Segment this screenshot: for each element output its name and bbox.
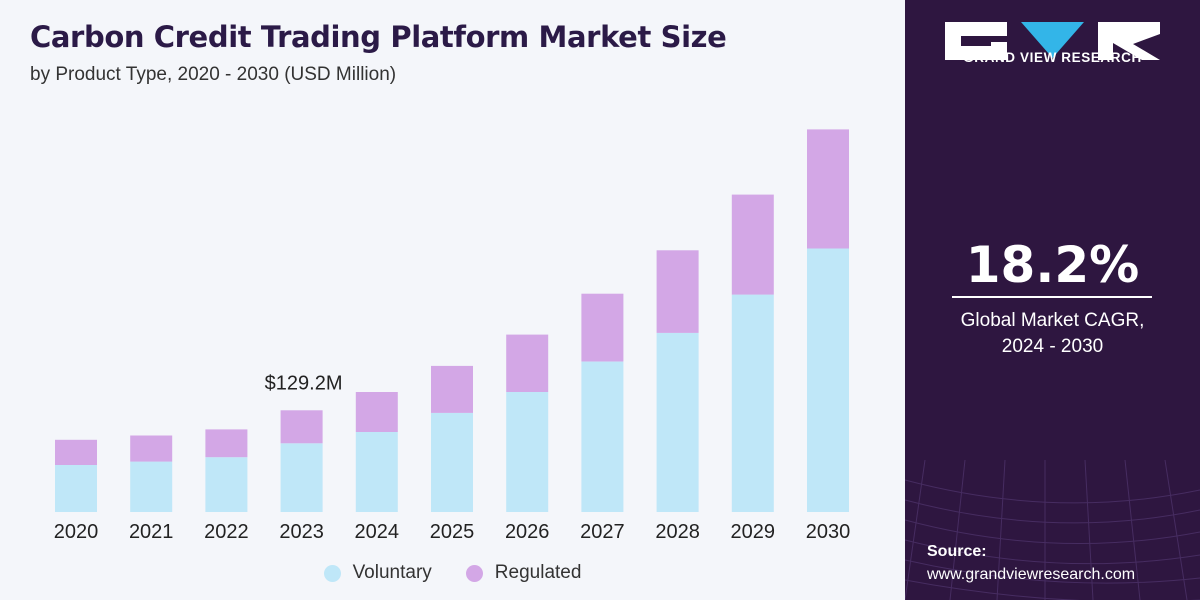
legend-swatch-regulated bbox=[465, 564, 483, 582]
bar-voluntary-2030 bbox=[807, 248, 849, 512]
x-tick-label: 2020 bbox=[54, 521, 99, 543]
cagr-divider bbox=[952, 296, 1152, 298]
bar-voluntary-2021 bbox=[130, 461, 173, 512]
x-tick-label: 2030 bbox=[806, 521, 851, 543]
bar-voluntary-2028 bbox=[656, 332, 699, 512]
bar-voluntary-2026 bbox=[506, 392, 549, 512]
bar-voluntary-2023 bbox=[280, 443, 323, 512]
bar-voluntary-2022 bbox=[205, 457, 248, 512]
x-tick-label: 2021 bbox=[129, 521, 174, 543]
bar-voluntary-2024 bbox=[355, 432, 398, 512]
source-link[interactable]: www.grandviewresearch.com bbox=[927, 566, 1136, 583]
legend-swatch-voluntary bbox=[323, 564, 341, 582]
gvr-logo-icon bbox=[945, 22, 1160, 60]
cagr-label-line1: Global Market CAGR, bbox=[960, 310, 1145, 331]
bar-regulated-2029 bbox=[731, 194, 774, 295]
x-tick-label: 2028 bbox=[655, 521, 700, 543]
bar-regulated-2026 bbox=[506, 334, 549, 392]
bar-regulated-2025 bbox=[431, 365, 473, 413]
cagr-label: Global Market CAGR, 2024 - 2030 bbox=[905, 308, 1200, 360]
source-label: Source: bbox=[927, 543, 987, 560]
bar-voluntary-2020 bbox=[55, 465, 97, 512]
bar-regulated-2030 bbox=[807, 129, 849, 249]
cagr-value: 18.2% bbox=[965, 236, 1140, 294]
legend-label-voluntary: Voluntary bbox=[352, 562, 432, 583]
bar-regulated-2023 bbox=[280, 410, 323, 444]
bar-voluntary-2025 bbox=[431, 412, 473, 512]
legend-label-regulated: Regulated bbox=[494, 562, 582, 583]
x-tick-label: 2022 bbox=[204, 521, 249, 543]
wave-grid-decoration bbox=[905, 460, 1200, 600]
bar-voluntary-2029 bbox=[731, 294, 774, 512]
chart-title: Carbon Credit Trading Platform Market Si… bbox=[30, 20, 727, 54]
bar-regulated-2022 bbox=[205, 429, 248, 458]
x-tick-label: 2026 bbox=[505, 521, 550, 543]
chart-panel: Carbon Credit Trading Platform Market Si… bbox=[0, 20, 905, 584]
x-tick-label: 2027 bbox=[580, 521, 625, 543]
data-label-annotation: $129.2M bbox=[265, 372, 343, 394]
chart-legend: Voluntary Regulated bbox=[0, 562, 905, 584]
bar-voluntary-2027 bbox=[581, 361, 624, 512]
brand-name: GRAND VIEW RESEARCH bbox=[963, 50, 1142, 65]
x-tick-label: 2029 bbox=[731, 521, 776, 543]
bar-regulated-2021 bbox=[130, 435, 173, 462]
legend-item-regulated: Regulated bbox=[465, 562, 582, 584]
cagr-label-line2: 2024 - 2030 bbox=[1001, 336, 1104, 357]
info-sidebar: GRAND VIEW RESEARCH 18.2% Global Market … bbox=[905, 0, 1200, 600]
x-tick-label: 2025 bbox=[430, 521, 475, 543]
bar-regulated-2027 bbox=[581, 293, 624, 362]
bar-chart: 2020 2021 2022 2023 $129.2M 2024 2025 2026 2027 2… bbox=[54, 129, 851, 543]
bar-regulated-2024 bbox=[355, 392, 398, 432]
x-tick-label: 2023 bbox=[279, 521, 324, 543]
bar-regulated-2020 bbox=[55, 439, 97, 465]
chart-subtitle: by Product Type, 2020 - 2030 (USD Millio… bbox=[30, 64, 397, 85]
bar-regulated-2028 bbox=[656, 250, 699, 333]
x-tick-label: 2024 bbox=[355, 521, 400, 543]
legend-item-voluntary: Voluntary bbox=[323, 562, 432, 584]
